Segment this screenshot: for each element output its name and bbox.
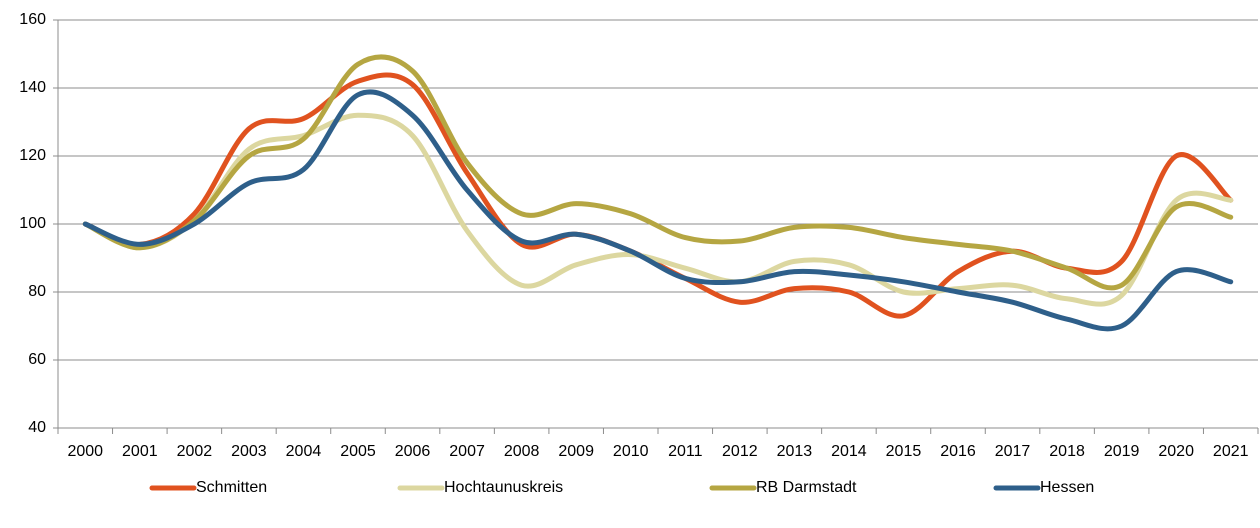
legend-label: Schmitten xyxy=(196,479,267,496)
x-tick-label: 2008 xyxy=(504,443,540,460)
x-tick-label: 2016 xyxy=(940,443,976,460)
series-line xyxy=(82,89,1234,332)
x-tick-label: 2018 xyxy=(1049,443,1085,460)
y-tick-label: 60 xyxy=(28,351,46,368)
x-tick-label: 2001 xyxy=(122,443,158,460)
x-tick-label: 2011 xyxy=(668,443,703,460)
series-line xyxy=(82,112,1234,307)
x-tick-label: 2012 xyxy=(722,443,758,460)
x-tick-label: 2010 xyxy=(613,443,649,460)
x-tick-label: 2002 xyxy=(177,443,213,460)
x-tick-label: 2009 xyxy=(558,443,594,460)
y-tick-label: 40 xyxy=(28,419,46,436)
x-tick-label: 2015 xyxy=(886,443,922,460)
x-tick-label: 2019 xyxy=(1104,443,1140,460)
x-tick-label: 2020 xyxy=(1158,443,1194,460)
legend-label: RB Darmstadt xyxy=(756,479,857,496)
x-tick-label: 2000 xyxy=(67,443,103,460)
series-line xyxy=(82,54,1234,291)
y-tick-label: 160 xyxy=(19,11,46,28)
y-tick-label: 100 xyxy=(19,215,46,232)
x-tick-label: 2017 xyxy=(995,443,1031,460)
x-tick-label: 2013 xyxy=(777,443,813,460)
x-tick-label: 2021 xyxy=(1213,443,1249,460)
x-tick-label: 2004 xyxy=(286,443,322,460)
series-line xyxy=(82,72,1234,319)
legend-label: Hochtaunuskreis xyxy=(444,479,563,496)
y-tick-label: 120 xyxy=(19,147,46,164)
x-tick-label: 2007 xyxy=(449,443,485,460)
legend-label: Hessen xyxy=(1040,479,1094,496)
x-tick-label: 2006 xyxy=(395,443,431,460)
x-tick-label: 2014 xyxy=(831,443,867,460)
y-tick-label: 80 xyxy=(28,283,46,300)
y-tick-label: 140 xyxy=(19,79,46,96)
x-tick-label: 2005 xyxy=(340,443,376,460)
x-tick-label: 2003 xyxy=(231,443,267,460)
